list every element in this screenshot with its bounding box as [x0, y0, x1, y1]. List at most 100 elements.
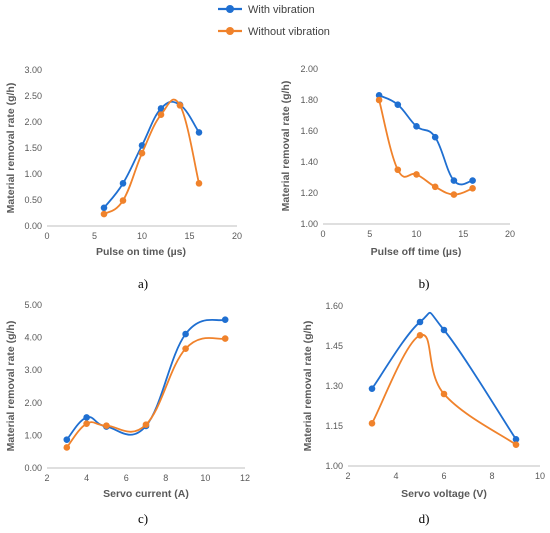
y-tick-label: 1.00: [300, 219, 318, 229]
x-tick-label: 15: [184, 231, 194, 241]
chart-b-axes: 0 5 10 15 20 1.00 1.20 1.40 1.60 1.80 2.00: [300, 64, 515, 239]
y-tick-label: 1.50: [24, 143, 42, 153]
series-line-without-vibration: [378, 99, 473, 196]
chart-b-x-axis-title: Pulse off time (µs): [371, 246, 462, 258]
data-point-with-vibration: [368, 385, 376, 392]
x-tick-label: 5: [367, 229, 372, 239]
chart-c-y-axis-title: Material removal rate (g/h): [5, 321, 17, 452]
y-tick-label: 1.00: [24, 430, 42, 440]
chart-d-x-axis-title: Servo voltage (V): [401, 488, 487, 500]
x-tick-label: 10: [535, 471, 545, 481]
data-point-with-vibration: [100, 204, 108, 212]
y-tick-label: 1.60: [300, 126, 318, 136]
series-line-with-vibration: [378, 94, 473, 186]
data-point-without-vibration: [394, 166, 402, 174]
x-tick-label: 15: [458, 229, 468, 239]
chart-b-y-axis-title: Material removal rate (g/h): [280, 81, 292, 212]
legend-label-without-vibration: Without vibration: [248, 26, 330, 38]
data-point-with-vibration: [450, 177, 458, 184]
legend-label-with-vibration: With vibration: [248, 4, 315, 16]
data-point-with-vibration: [394, 101, 402, 108]
y-tick-label: 1.15: [325, 421, 343, 431]
x-tick-label: 0: [44, 231, 49, 241]
chart-d: 2 4 6 8 10 1.00 1.15 1.30 1.45 1.60 Servo voltage…: [302, 301, 545, 526]
data-point-without-vibration: [182, 345, 189, 352]
data-point-without-vibration: [431, 183, 439, 191]
y-tick-label: 1.00: [325, 461, 343, 471]
data-point-with-vibration: [413, 123, 420, 130]
y-tick-label: 3.00: [24, 65, 42, 75]
series-line-without-vibration: [103, 98, 200, 215]
data-point-without-vibration: [416, 332, 424, 339]
y-tick-label: 1.45: [325, 341, 343, 351]
data-point-with-vibration: [440, 326, 448, 334]
x-tick-label: 10: [137, 231, 147, 241]
data-point-without-vibration: [195, 180, 203, 187]
x-tick-label: 6: [441, 471, 446, 481]
chart-d-y-axis-title: Material removal rate (g/h): [302, 321, 314, 452]
chart-a-series: [100, 98, 203, 218]
y-tick-label: 1.60: [325, 301, 343, 311]
chart-b-panel-label: b): [419, 276, 430, 291]
chart-c-x-axis-title: Servo current (A): [103, 488, 189, 500]
data-point-without-vibration: [375, 96, 383, 104]
x-tick-label: 20: [232, 231, 242, 241]
data-point-with-vibration: [63, 436, 71, 443]
y-tick-label: 0.00: [24, 463, 42, 473]
x-tick-label: 4: [84, 473, 89, 483]
x-tick-label: 12: [240, 473, 250, 483]
data-point-with-vibration: [221, 316, 229, 323]
data-point-with-vibration: [119, 180, 127, 187]
y-tick-label: 3.00: [24, 365, 42, 375]
x-tick-label: 6: [124, 473, 129, 483]
chart-c-panel-label: c): [138, 511, 148, 526]
x-tick-label: 2: [345, 471, 350, 481]
y-tick-label: 1.20: [300, 188, 318, 198]
chart-d-panel-label: d): [419, 511, 430, 526]
y-tick-label: 2.00: [24, 398, 42, 408]
series-line-without-vibration: [371, 334, 517, 446]
data-point-without-vibration: [440, 390, 448, 398]
data-point-with-vibration: [512, 436, 520, 443]
data-point-without-vibration: [157, 111, 165, 119]
x-tick-label: 8: [489, 471, 494, 481]
y-tick-label: 1.30: [325, 381, 343, 391]
chart-c-series: [63, 316, 229, 451]
data-point-with-vibration: [83, 414, 90, 421]
data-point-with-vibration: [138, 142, 146, 149]
x-tick-label: 4: [393, 471, 398, 481]
data-point-without-vibration: [63, 444, 71, 451]
data-point-with-vibration: [431, 133, 439, 141]
legend-marker-without-vibration: [226, 27, 234, 35]
data-point-without-vibration: [138, 149, 146, 157]
data-point-with-vibration: [182, 330, 189, 338]
chart-a-axes: 0 5 10 15 20 0.00 0.50 1.00 1.50 2.00 2.50 3.00: [24, 65, 242, 241]
data-point-without-vibration: [450, 191, 458, 198]
legend-marker-with-vibration: [226, 5, 234, 13]
y-tick-label: 2.00: [300, 64, 318, 74]
x-tick-label: 2: [44, 473, 49, 483]
data-point-without-vibration: [83, 420, 90, 427]
y-tick-label: 0.00: [24, 221, 42, 231]
chart-a-y-axis-title: Material removal rate (g/h): [5, 83, 17, 214]
data-point-without-vibration: [142, 421, 150, 428]
data-point-with-vibration: [469, 177, 476, 184]
data-point-with-vibration: [195, 129, 203, 136]
data-point-with-vibration: [416, 318, 424, 326]
data-point-with-vibration: [375, 92, 383, 99]
chart-a-x-axis-title: Pulse on time (µs): [96, 246, 186, 258]
data-point-without-vibration: [221, 335, 229, 342]
y-tick-label: 5.00: [24, 300, 42, 310]
chart-a: 0 5 10 15 20 0.00 0.50 1.00 1.50 2.00 2.50 3.00 Pul…: [5, 65, 242, 291]
x-tick-label: 10: [200, 473, 210, 483]
x-tick-label: 5: [92, 231, 97, 241]
series-line-without-vibration: [66, 337, 226, 449]
chart-d-axes: 2 4 6 8 10 1.00 1.15 1.30 1.45 1.60: [325, 301, 545, 481]
chart-c: 2 4 6 8 10 12 0.00 1.00 2.00 3.00 4.00 5.00 Servo c…: [5, 300, 250, 526]
data-point-without-vibration: [100, 210, 108, 218]
chart-d-series: [368, 311, 520, 448]
x-tick-label: 0: [320, 229, 325, 239]
data-point-without-vibration: [119, 197, 127, 204]
chart-b-series: [375, 92, 476, 198]
